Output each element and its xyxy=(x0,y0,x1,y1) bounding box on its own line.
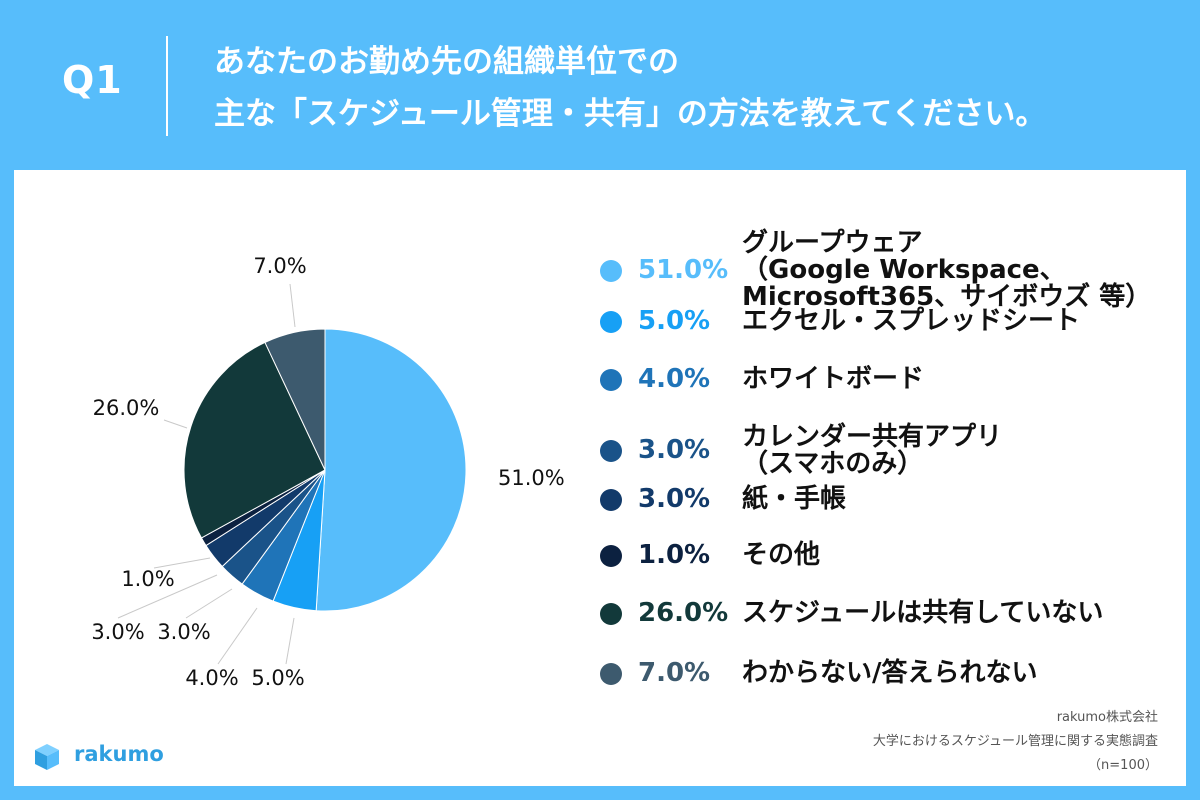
source-company: rakumo株式会社 xyxy=(1056,710,1158,725)
legend-percentage: 5.0% xyxy=(638,306,711,336)
legend-color-dot xyxy=(600,259,622,282)
legend-percentage: 26.0% xyxy=(638,598,729,628)
pie-leader-line xyxy=(117,574,218,619)
source-note: rakumo株式会社 大学におけるスケジュール管理に関する実態調査 （n=100… xyxy=(873,706,1158,778)
source-sample: （n=100） xyxy=(1088,758,1158,773)
pie-data-label: 3.0% xyxy=(157,620,210,644)
legend-label-line: スケジュールは共有していない xyxy=(742,598,1104,628)
legend-label-line: カレンダー共有アプリ xyxy=(742,422,1003,452)
legend-label-line: エクセル・スプレッドシート xyxy=(742,306,1081,336)
legend-label-line: わからない/答えられない xyxy=(742,658,1038,688)
source-survey: 大学におけるスケジュール管理に関する実態調査 xyxy=(872,734,1158,749)
pie-leader-line xyxy=(153,557,211,569)
legend-label: その他 xyxy=(742,542,820,569)
pie-leader-line xyxy=(289,283,296,328)
legend-label-line: グループウェア xyxy=(742,228,923,258)
pie-leader-line xyxy=(285,617,295,665)
legend-percentage: 51.0% xyxy=(638,254,729,285)
legend-label: カレンダー共有アプリ （スマホのみ） xyxy=(742,424,1002,478)
legend-label-line: ホワイトボード xyxy=(742,364,925,394)
legend-color-dot xyxy=(600,440,622,462)
legend-label: エクセル・スプレッドシート xyxy=(742,308,1080,335)
pie-data-label: 26.0% xyxy=(93,396,160,420)
legend-color-dot xyxy=(600,603,622,625)
question-title: あなたのお勤め先の組織単位での 主な「スケジュール管理・共有」の方法を教えてくだ… xyxy=(214,36,1046,140)
legend-color-dot xyxy=(600,489,622,511)
rakumo-cube-icon xyxy=(35,744,59,770)
pie-data-label: 4.0% xyxy=(185,666,238,690)
pie-data-label: 5.0% xyxy=(251,666,304,690)
legend-label: グループウェア （Google Workspace、 Microsoft365、サイ… xyxy=(742,230,1151,311)
chart-panel: 51.0% 5.0% 4.0% 3.0% 3.0% 1.0% 26.0% 7.0% 51.0%… xyxy=(14,170,1186,786)
pie-slice xyxy=(315,328,467,612)
logo-text: rakumo xyxy=(74,742,164,766)
legend-color-dot xyxy=(600,311,622,333)
pie-leader-line xyxy=(217,607,258,665)
pie-leader-line xyxy=(163,419,188,429)
legend-label-line: 紙・手帳 xyxy=(742,484,847,514)
legend-label: 紙・手帳 xyxy=(742,486,846,513)
legend-color-dot xyxy=(600,545,622,567)
legend-label-line: その他 xyxy=(742,540,821,570)
pie-data-label: 3.0% xyxy=(91,620,144,644)
pie-slice xyxy=(264,328,326,471)
legend-label-line: （スマホのみ） xyxy=(742,449,924,479)
question-title-line1: あなたのお勤め先の組織単位での xyxy=(214,44,679,80)
legend-label: わからない/答えられない xyxy=(742,660,1038,687)
legend-label-line: （Google Workspace、 xyxy=(742,255,1066,285)
pie-slice xyxy=(183,341,326,539)
legend-color-dot xyxy=(600,663,622,685)
legend-percentage: 1.0% xyxy=(638,540,711,570)
legend-percentage: 7.0% xyxy=(638,658,711,688)
legend-label: ホワイトボード xyxy=(742,366,924,393)
header-divider xyxy=(166,36,168,136)
pie-leader-line xyxy=(185,588,233,619)
legend-percentage: 3.0% xyxy=(638,484,711,514)
header: Q1 あなたのお勤め先の組織単位での 主な「スケジュール管理・共有」の方法を教え… xyxy=(0,0,1200,170)
legend-label-line: Microsoft365、サイボウズ 等） xyxy=(742,282,1152,312)
legend-percentage: 3.0% xyxy=(638,435,711,465)
question-label: Q1 xyxy=(62,58,123,102)
pie-data-label: 7.0% xyxy=(253,254,306,278)
legend-label: スケジュールは共有していない xyxy=(742,600,1103,627)
rakumo-logo: rakumo xyxy=(32,742,164,772)
legend-percentage: 4.0% xyxy=(638,364,711,394)
question-title-line2: 主な「スケジュール管理・共有」の方法を教えてください。 xyxy=(214,96,1047,132)
legend-color-dot xyxy=(600,369,622,391)
pie-data-label: 51.0% xyxy=(498,466,565,490)
pie-chart: 51.0% 5.0% 4.0% 3.0% 3.0% 1.0% 26.0% 7.0% xyxy=(91,254,565,690)
pie-data-label: 1.0% xyxy=(121,567,174,591)
